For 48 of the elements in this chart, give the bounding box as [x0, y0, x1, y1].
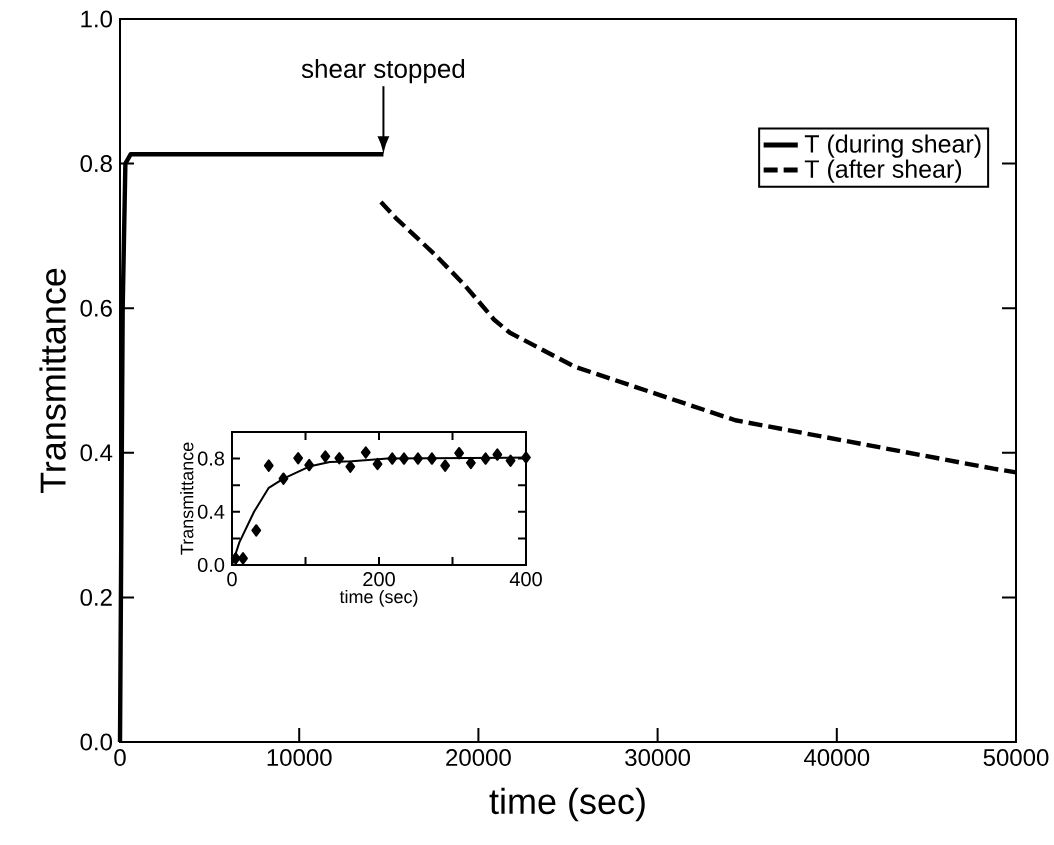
x-tick-label: 40000 — [804, 749, 870, 767]
point — [345, 460, 356, 473]
x-tick-label: 400 — [509, 572, 542, 587]
x-axis-title: time (sec) — [339, 589, 418, 607]
point — [465, 456, 476, 470]
y-tick-label: 0.8 — [197, 451, 225, 466]
point — [278, 472, 289, 485]
x-tick-label: 200 — [363, 572, 395, 587]
point — [293, 451, 304, 465]
point — [230, 552, 241, 565]
point — [440, 459, 451, 472]
point — [238, 552, 248, 565]
point — [360, 446, 371, 459]
point — [263, 459, 274, 472]
point — [387, 452, 398, 465]
point — [413, 452, 423, 465]
y-tick-label: 0.2 — [80, 588, 112, 606]
point — [521, 451, 531, 464]
y-tick-label: 0.4 — [197, 504, 225, 519]
point — [492, 448, 503, 461]
x-tick-label: 50000 — [983, 749, 1049, 767]
y-tick-label: 0.8 — [80, 155, 112, 173]
annotation: shear stopped — [301, 58, 465, 84]
x-axis-title: time (sec) — [489, 787, 645, 822]
legend-label: T (after shear) — [804, 159, 962, 183]
y-axis-title: Transmittance — [39, 268, 66, 494]
y-tick-label: 1.0 — [81, 10, 113, 28]
point — [454, 446, 465, 460]
y-tick-label: 0.0 — [197, 557, 225, 573]
point — [372, 457, 383, 471]
y-tick-label: 0.0 — [80, 733, 113, 751]
x-tick-label: 20000 — [446, 749, 511, 767]
y-tick-label: 0.4 — [80, 444, 113, 462]
y-tick-label: 0.6 — [80, 299, 112, 317]
point — [304, 458, 315, 472]
x-tick-label: 0 — [114, 749, 126, 767]
x-tick-label: 10000 — [267, 749, 332, 767]
x-tick-label: 0 — [227, 572, 237, 587]
point — [399, 452, 409, 465]
point — [251, 524, 262, 537]
point — [334, 451, 345, 465]
point — [320, 450, 331, 463]
legend-label: T (during shear) — [804, 134, 981, 158]
point — [505, 454, 516, 467]
y-axis-title: Transmittance — [180, 442, 194, 555]
x-tick-label: 30000 — [625, 749, 691, 767]
point — [480, 452, 491, 465]
point — [427, 452, 437, 465]
